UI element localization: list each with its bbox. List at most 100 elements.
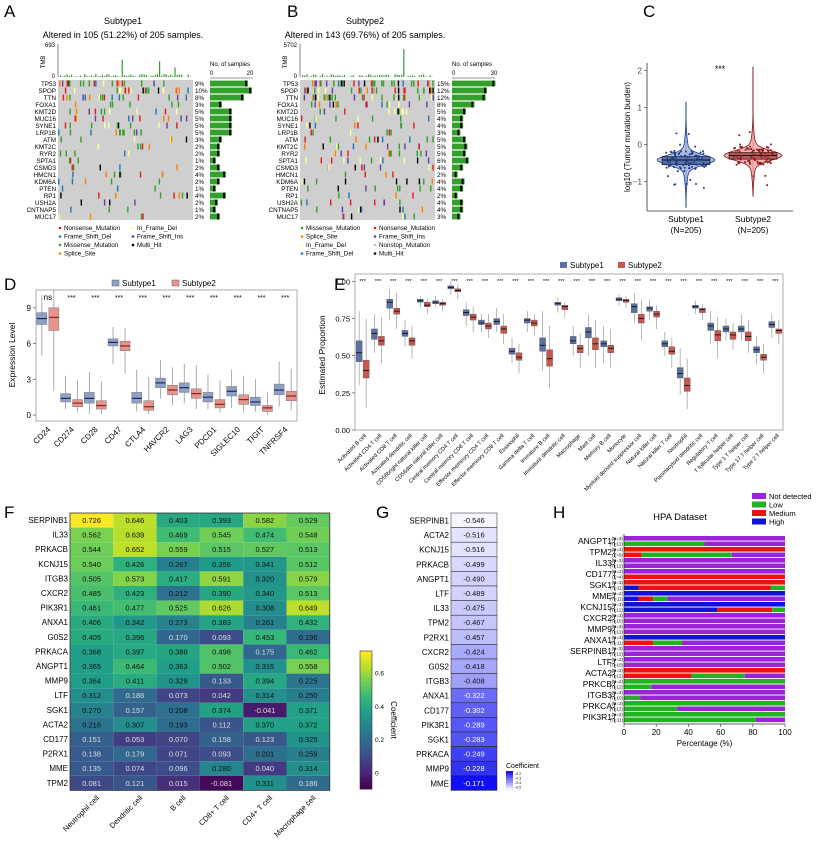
heatmap-value: 0.477 — [126, 604, 145, 613]
legend-swatch — [373, 243, 377, 247]
gene-label: PTEN — [39, 186, 56, 193]
tmb-bar — [93, 76, 95, 77]
heatmap-value: 0.138 — [82, 750, 101, 759]
tmb-bar — [376, 75, 378, 77]
mutation-cell — [132, 115, 134, 122]
stacked-bar-segment — [677, 706, 785, 712]
tmb-bar — [128, 75, 130, 77]
oncoplot-subtitle: Altered in 105 (51.22%) of 205 samples. — [43, 30, 204, 40]
data-point — [680, 150, 683, 153]
heatmap-value: 0.411 — [126, 677, 144, 686]
data-point — [685, 160, 688, 163]
heatmap-value: 0.513 — [299, 589, 318, 598]
data-point — [683, 166, 686, 169]
oncoplot-title: Subtype1 — [104, 16, 142, 26]
x-tick-label: CD28 — [79, 425, 100, 446]
row-label: PRKACB — [35, 545, 68, 554]
heatmap-cell — [199, 586, 244, 601]
gene-label: PTEN — [281, 186, 298, 193]
tmb-bar — [90, 75, 92, 77]
colorbar-tick: -0.3 — [515, 777, 521, 781]
row-label: CXCR2 — [41, 589, 69, 598]
gene-percent: 2% — [195, 200, 205, 207]
heatmap-value: 0.393 — [212, 516, 231, 525]
mutation-cell — [404, 143, 406, 150]
mutation-cell — [329, 199, 332, 206]
mutation-cell — [388, 108, 390, 115]
heatmap-cell — [70, 644, 114, 659]
heatmap-cell — [70, 571, 114, 586]
heatmap-cell — [70, 600, 114, 616]
heatmap-cell — [286, 629, 330, 645]
mutation-cell — [382, 157, 384, 164]
data-point — [665, 151, 668, 154]
mutation-cell — [168, 94, 170, 101]
tmb-bar — [110, 76, 112, 77]
mutation-cell — [418, 178, 421, 185]
gene-label: ITGB3 — [587, 690, 612, 700]
violin-body — [723, 68, 783, 197]
box-body — [576, 345, 584, 353]
mutation-cell — [119, 164, 121, 171]
gene-percent: 3% — [437, 130, 447, 137]
data-point — [686, 155, 689, 158]
heatmap-value: 0.461 — [82, 604, 101, 613]
significance-label: *** — [359, 279, 366, 285]
mutation-cell — [381, 136, 384, 143]
tmb-bar — [352, 75, 354, 77]
sample-count-bar-multi — [219, 136, 221, 143]
tmb-bar — [372, 75, 374, 77]
sample-count-label: (N=3) — [612, 536, 624, 541]
heatmap-cell — [156, 644, 200, 659]
significance-label: *** — [482, 279, 489, 285]
heatmap-cell — [113, 615, 157, 630]
mutation-cell — [325, 80, 328, 87]
data-point — [702, 152, 705, 155]
gene-label: SPTA1 — [279, 158, 299, 165]
sample-count-label: (T=10) — [610, 696, 624, 701]
mutation-cell — [373, 87, 375, 94]
colorbar-segment — [360, 675, 372, 680]
stacked-bar-segment — [652, 640, 682, 646]
mutation-cell — [109, 199, 111, 206]
gene-percent: 2% — [195, 214, 205, 221]
box-body — [729, 331, 737, 340]
heatmap-cell — [70, 542, 114, 557]
y-axis-label: Estimated Proportion — [317, 315, 327, 395]
heatmap-value: 0.544 — [82, 545, 101, 554]
colorbar-segment — [506, 778, 513, 781]
heatmap-value: 0.208 — [169, 706, 188, 715]
heatmap-value: 0.403 — [169, 516, 188, 525]
data-point — [737, 162, 740, 165]
colorbar-segment — [360, 737, 372, 742]
heatmap-value: 0.314 — [255, 691, 274, 700]
mutation-cell — [404, 213, 406, 220]
mutation-cell — [176, 164, 178, 171]
heatmap-cell — [113, 659, 157, 674]
significance-label: *** — [715, 64, 726, 74]
heatmap-cell — [70, 761, 114, 776]
heatmap-value: 0.074 — [126, 764, 145, 773]
mutation-cell — [390, 129, 392, 136]
mutation-cell — [185, 115, 188, 122]
mutation-cell — [118, 80, 120, 87]
colorbar-tick: -0.2 — [515, 772, 521, 776]
gene-label: KMT2D — [35, 109, 57, 116]
tmb-bar — [117, 76, 119, 77]
sample-count-bar-multi — [229, 115, 231, 122]
data-point — [680, 155, 683, 158]
mutation-cell — [416, 157, 419, 164]
gene-label: KDM6A — [34, 179, 56, 186]
colorbar-segment — [360, 654, 372, 659]
mutation-cell — [408, 101, 411, 108]
heatmap-frame — [69, 512, 331, 791]
heatmap-cell — [286, 702, 330, 718]
box-body — [585, 327, 592, 339]
sample-count-bar — [210, 94, 244, 101]
sample-count-label: (T=11) — [610, 597, 624, 602]
data-point — [769, 162, 772, 165]
heatmap-value: -0.302 — [463, 706, 484, 715]
significance-label: *** — [696, 279, 703, 285]
box-body — [714, 330, 721, 342]
mutation-cell — [84, 178, 87, 185]
